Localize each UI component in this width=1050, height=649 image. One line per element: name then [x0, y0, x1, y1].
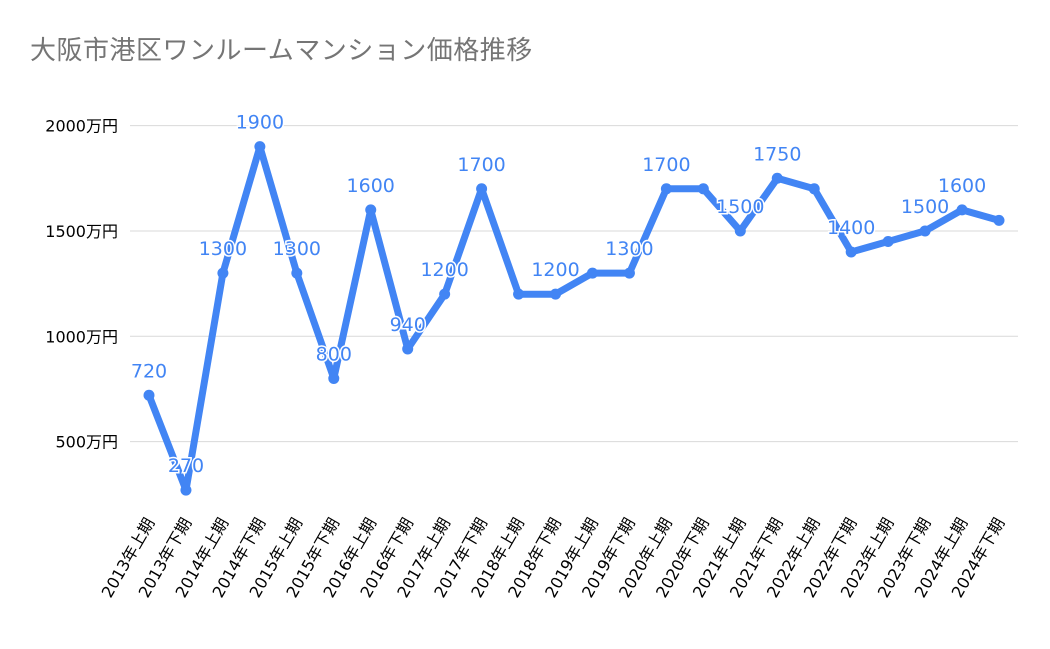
data-point: [882, 235, 894, 247]
data-point: [402, 343, 414, 355]
y-tick-label: 2000万円: [45, 117, 118, 136]
data-point: [771, 172, 783, 184]
data-label: 1500: [716, 196, 764, 218]
data-label: 1750: [753, 143, 801, 165]
data-point: [254, 141, 266, 153]
data-point: [439, 288, 451, 300]
data-label: 1400: [827, 217, 875, 239]
data-label: 1300: [199, 238, 247, 260]
data-point: [217, 267, 229, 279]
data-point: [660, 183, 672, 195]
data-label: 720: [131, 360, 167, 382]
y-tick-label: 1000万円: [45, 327, 118, 346]
data-point: [993, 214, 1005, 226]
data-point: [919, 225, 931, 237]
data-point: [956, 204, 968, 216]
chart-title: 大阪市港区ワンルームマンション価格推移: [30, 36, 533, 66]
data-label: 1600: [938, 175, 986, 197]
data-label: 1900: [236, 112, 284, 134]
y-tick-label: 1500万円: [45, 222, 118, 241]
data-point: [328, 372, 340, 384]
data-label: 1600: [347, 175, 395, 197]
data-label: 1300: [605, 238, 653, 260]
data-point: [143, 389, 155, 401]
data-point: [808, 183, 820, 195]
data-point: [180, 484, 192, 496]
data-label: 800: [316, 343, 352, 365]
data-label: 1200: [420, 259, 468, 281]
data-point: [586, 267, 598, 279]
data-point: [550, 288, 562, 300]
data-point: [291, 267, 303, 279]
data-label: 1500: [901, 196, 949, 218]
data-label: 270: [168, 455, 204, 477]
data-label: 1700: [642, 154, 690, 176]
data-point: [476, 183, 488, 195]
data-label: 1200: [531, 259, 579, 281]
data-point: [697, 183, 709, 195]
data-label: 940: [390, 314, 426, 336]
data-point: [365, 204, 377, 216]
data-label: 1300: [273, 238, 321, 260]
y-tick-label: 500万円: [55, 433, 118, 452]
data-point: [513, 288, 525, 300]
data-label: 1700: [457, 154, 505, 176]
data-point: [623, 267, 635, 279]
series-line: [145, 143, 1003, 494]
data-point: [734, 225, 746, 237]
data-point: [845, 246, 857, 258]
